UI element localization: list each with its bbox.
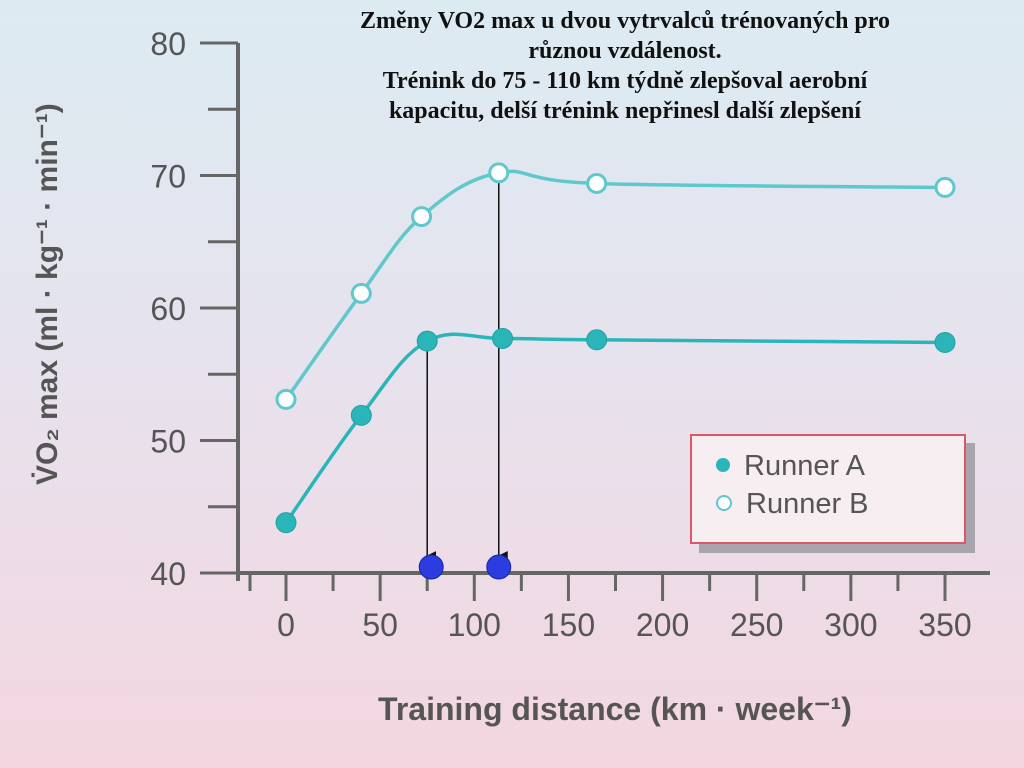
chart-annotations [418, 172, 512, 580]
x-tick-label: 0 [277, 607, 295, 643]
chart-axes: 40 50 60 70 80 0 50 100 150 200 250 300 350 [150, 26, 990, 643]
data-point-runner-b [411, 206, 433, 228]
chart-title-line-2: různou vzdálenost. [528, 38, 722, 64]
legend-label-runner-a: Runner A [744, 450, 865, 482]
y-tick-label: 60 [150, 291, 186, 327]
y-tick-label: 70 [150, 159, 186, 195]
chart-title: Změny VO2 max u dvou vytrvalců trénovaný… [230, 6, 1020, 126]
chart-legend: Runner A Runner B [690, 434, 966, 544]
y-axis-label: V̇O₂ max (ml · kg⁻¹ · min⁻¹) [31, 103, 64, 485]
annotation-highlight-dot [486, 554, 512, 580]
x-tick-label: 300 [824, 607, 877, 643]
x-tick-label: 200 [636, 607, 689, 643]
data-point-runner-a [350, 404, 372, 426]
x-axis-label: Training distance (km · week⁻¹) [378, 691, 852, 727]
chart-points [275, 162, 956, 534]
data-point-runner-b [586, 172, 608, 194]
data-point-runner-b [934, 176, 956, 198]
y-tick-label: 40 [150, 556, 186, 592]
x-tick-label: 150 [542, 607, 595, 643]
chart-title-line-1: Změny VO2 max u dvou vytrvalců trénovaný… [360, 8, 890, 34]
x-tick-label: 100 [448, 607, 501, 643]
data-point-runner-a [586, 329, 608, 351]
chart-title-line-4: kapacitu, delší trénink nepřinesl další … [388, 98, 862, 124]
annotation-highlight-dot [418, 554, 444, 580]
chart-title-line-3: Trénink do 75 - 110 km týdně zlepšoval a… [382, 68, 868, 94]
data-point-runner-a [492, 327, 514, 349]
legend-marker-runner-b [716, 495, 732, 512]
legend-label-runner-b: Runner B [746, 488, 869, 520]
data-point-runner-a [934, 331, 956, 353]
legend-item-runner-a: Runner A [716, 448, 865, 484]
legend-item-runner-b: Runner B [716, 486, 869, 522]
series-line-runner-b [284, 169, 946, 401]
data-point-runner-a [275, 512, 297, 534]
x-tick-label: 50 [362, 607, 398, 643]
legend-marker-runner-a [716, 458, 730, 473]
x-tick-label: 250 [730, 607, 783, 643]
x-tick-label: 350 [918, 607, 971, 643]
data-point-runner-b [488, 162, 510, 184]
data-point-runner-b [275, 388, 297, 410]
y-tick-label: 80 [150, 26, 186, 62]
data-point-runner-b [350, 282, 372, 304]
data-point-runner-a [416, 330, 438, 352]
y-tick-label: 50 [150, 424, 186, 460]
